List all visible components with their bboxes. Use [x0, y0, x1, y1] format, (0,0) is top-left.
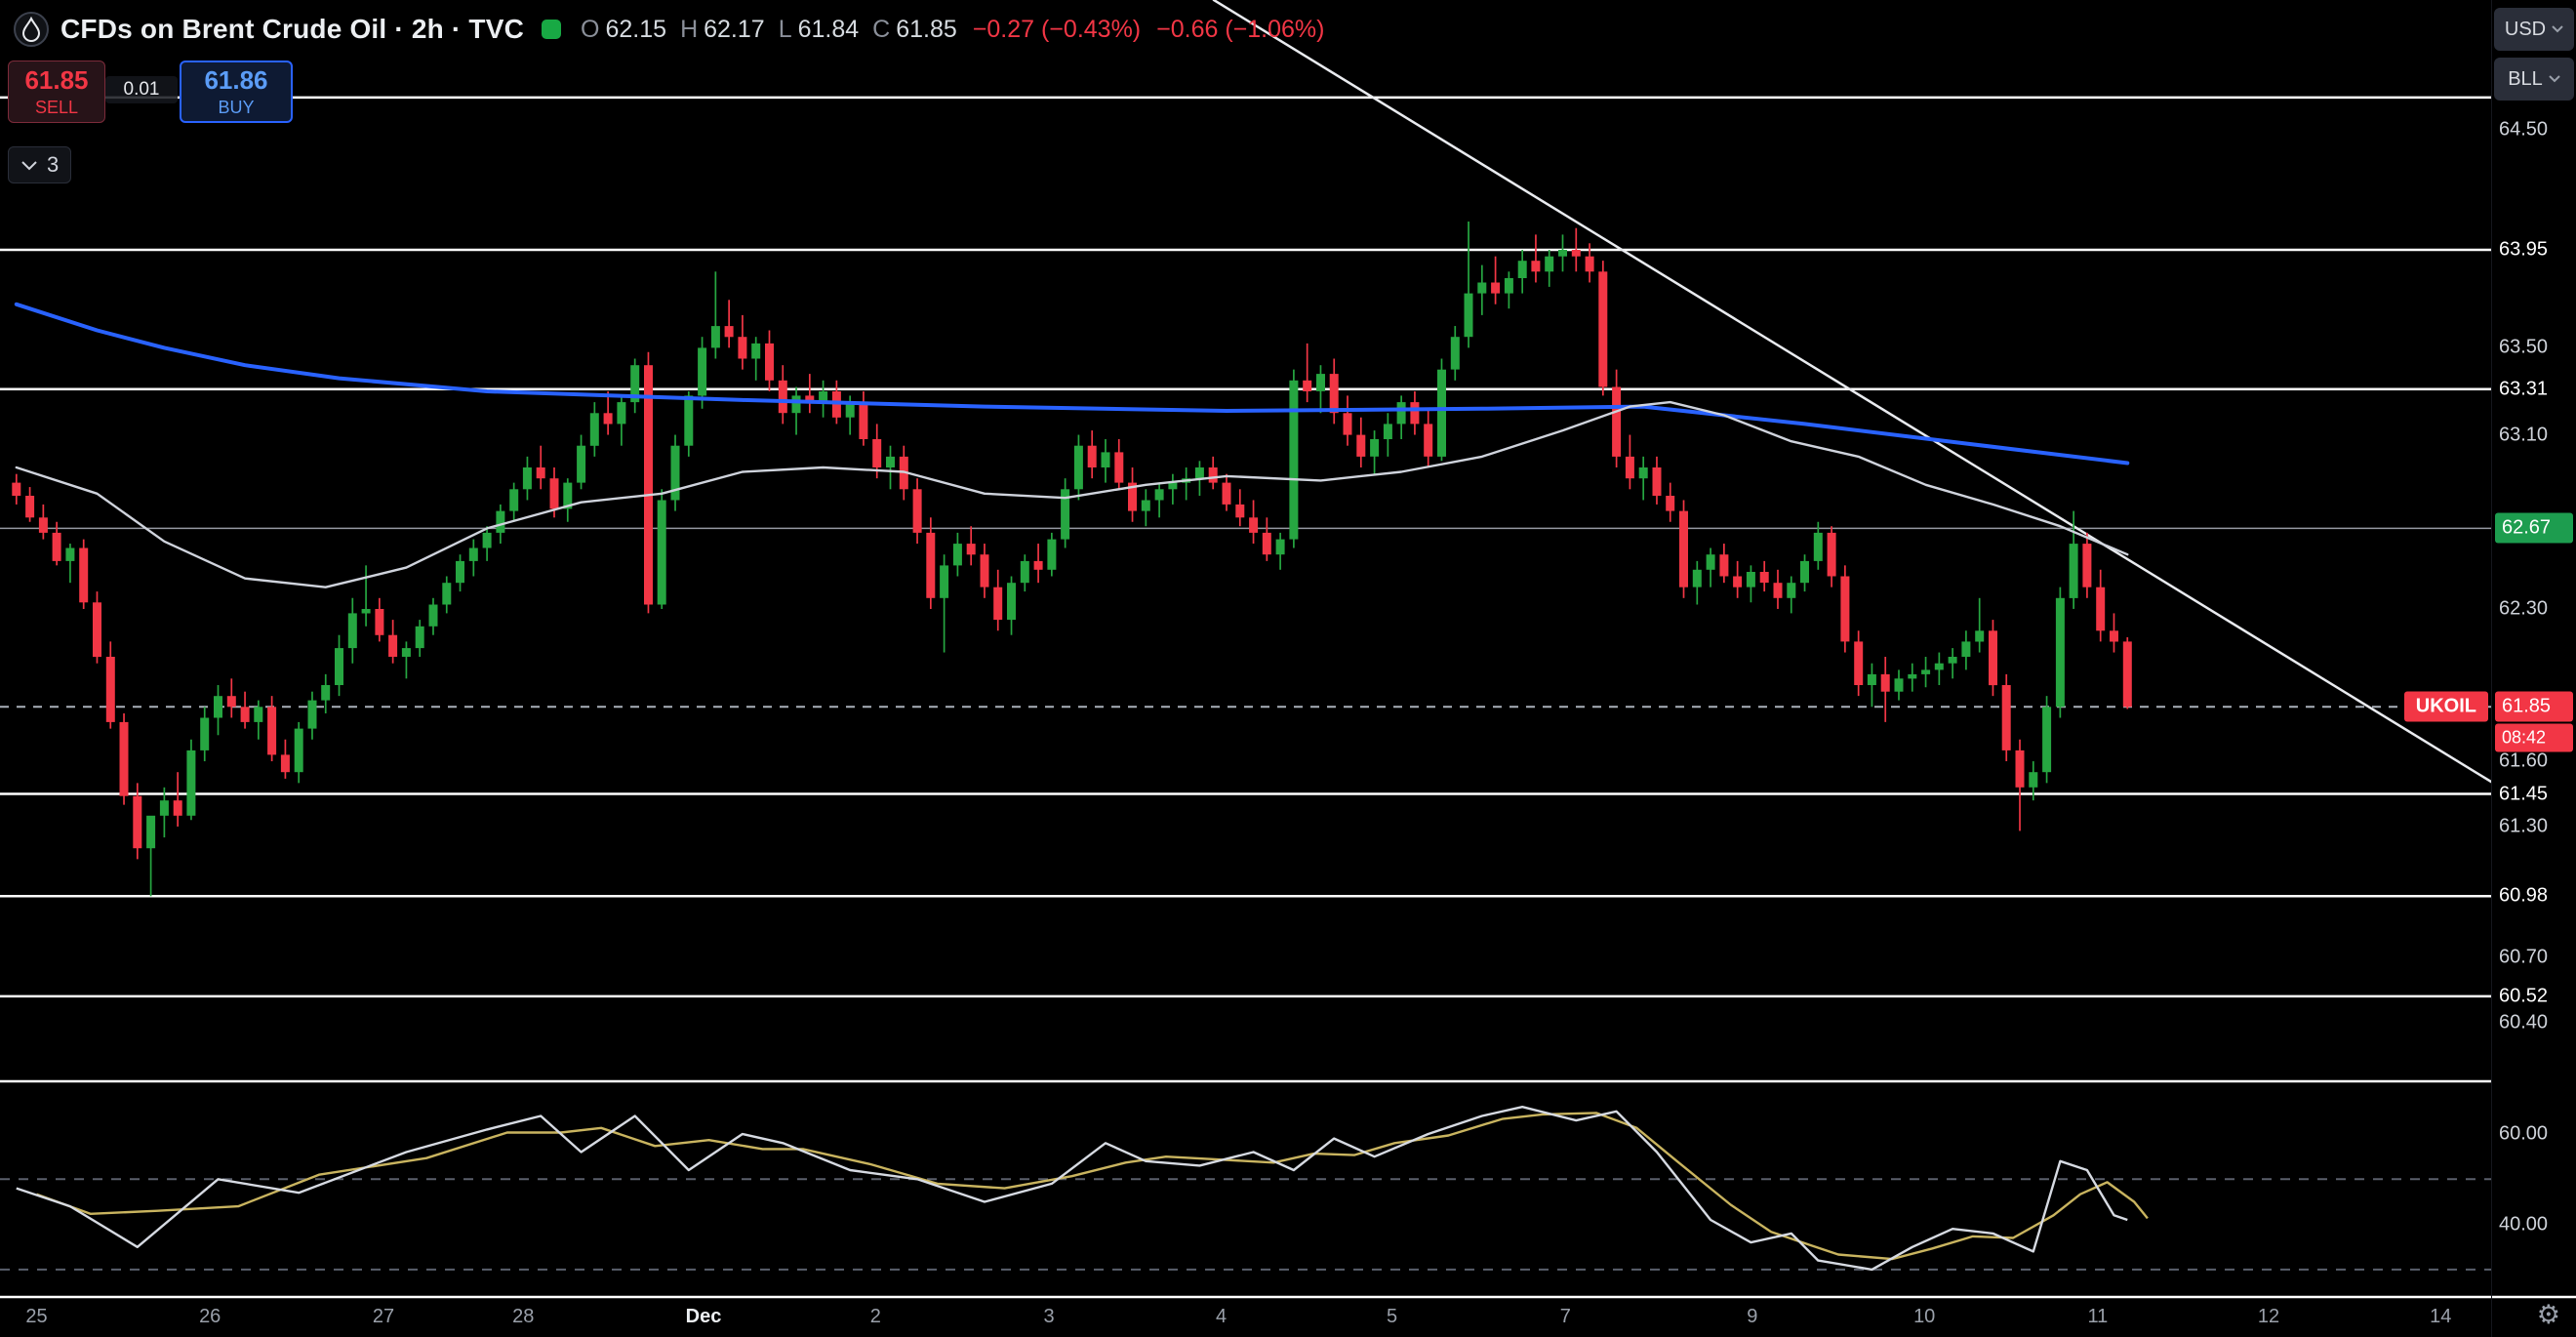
low-value: 61.84	[797, 15, 860, 43]
currency-label: USD	[2504, 18, 2547, 40]
indicator-count: 3	[47, 152, 60, 177]
line-price-label: 63.95	[2499, 238, 2549, 261]
ohlc-values: O 62.15 H 62.17 L 61.84 C 61.85 −0.27 (−0.43…	[573, 16, 1324, 44]
sell-label: SELL	[34, 98, 79, 117]
settings-gear-icon[interactable]: ⚙	[2536, 1300, 2560, 1329]
unit-label: BLL	[2508, 67, 2543, 90]
oil-droplet-icon	[14, 12, 49, 47]
time-tick: 9	[1747, 1306, 1758, 1327]
indicators-collapse-button[interactable]: 3	[8, 146, 72, 183]
time-tick: 11	[2087, 1306, 2109, 1327]
low-label: L	[778, 15, 792, 43]
spread-value: 0.01	[105, 76, 178, 103]
line-price-label: 61.45	[2499, 783, 2549, 804]
close-label: C	[872, 15, 891, 43]
indicator-tick: 40.00	[2499, 1213, 2549, 1236]
close-value: 61.85	[896, 15, 957, 43]
high-value: 62.17	[704, 15, 765, 43]
time-tick: Dec	[685, 1306, 722, 1327]
chevron-down-icon	[21, 160, 37, 170]
change-value: −0.27 (−0.43%)	[972, 15, 1142, 43]
buy-label: BUY	[218, 98, 255, 117]
time-tick: 28	[512, 1306, 535, 1327]
buy-button[interactable]: 61.86 BUY	[180, 61, 293, 123]
price-tick: 60.40	[2499, 1011, 2549, 1033]
change-value-2: −0.66 (−1.06%)	[1156, 15, 1325, 43]
buy-price: 61.86	[204, 65, 268, 95]
price-tick: 62.30	[2499, 597, 2549, 620]
current-price-label: 61.85	[2495, 691, 2573, 722]
sell-button[interactable]: 61.85 SELL	[8, 61, 105, 123]
high-label: H	[680, 15, 699, 43]
line-price-label: 60.98	[2499, 884, 2549, 907]
alert-price-label: 62.67	[2495, 512, 2573, 544]
price-tick: 64.50	[2499, 118, 2549, 141]
line-price-label: 63.31	[2499, 378, 2549, 400]
sell-price: 61.85	[24, 65, 89, 95]
indicator-tick: 60.00	[2499, 1122, 2549, 1145]
chevron-down-icon	[2549, 75, 2560, 83]
time-tick: 4	[1215, 1306, 1228, 1327]
time-tick: 5	[1386, 1306, 1398, 1327]
price-axis[interactable]: 64.50 63.50 63.10 62.30 61.60 61.30 60.70 60.40…	[2491, 0, 2576, 1337]
time-tick: 7	[1559, 1306, 1571, 1327]
time-tick: 25	[25, 1306, 48, 1327]
price-tick: 61.30	[2499, 815, 2549, 837]
price-tick: 61.60	[2499, 750, 2549, 772]
symbol-legend: CFDs on Brent Crude Oil · 2h · TVC O 62.1…	[14, 8, 1324, 51]
price-tick: 63.10	[2499, 424, 2549, 446]
symbol-title[interactable]: CFDs on Brent Crude Oil · 2h · TVC	[60, 14, 525, 44]
time-tick: 27	[372, 1306, 395, 1327]
time-tick: 26	[199, 1306, 221, 1327]
bar-countdown: 08:42	[2495, 723, 2573, 752]
time-tick: 10	[1913, 1306, 1936, 1327]
time-tick: 14	[2430, 1306, 2452, 1327]
time-tick: 3	[1043, 1306, 1055, 1327]
symbol-price-tag: UKOIL	[2403, 691, 2488, 722]
open-value: 62.15	[605, 15, 667, 43]
market-status-icon	[542, 20, 562, 39]
time-tick: 12	[2257, 1306, 2280, 1327]
line-price-label: 60.52	[2499, 985, 2549, 1007]
price-tick: 60.70	[2499, 946, 2549, 968]
time-tick: 2	[869, 1306, 881, 1327]
time-axis[interactable]: 25 26 27 28 Dec 2 3 4 5 7 9 10 11 12 14	[0, 1300, 2576, 1337]
order-panel: 61.85 SELL 0.01 61.86 BUY	[8, 61, 293, 123]
open-label: O	[581, 15, 600, 43]
axis-settings: USD BLL	[2494, 8, 2574, 101]
price-tick: 63.50	[2499, 336, 2549, 358]
unit-selector[interactable]: BLL	[2494, 58, 2574, 101]
currency-selector[interactable]: USD	[2494, 8, 2574, 51]
chevron-down-icon	[2552, 25, 2563, 33]
